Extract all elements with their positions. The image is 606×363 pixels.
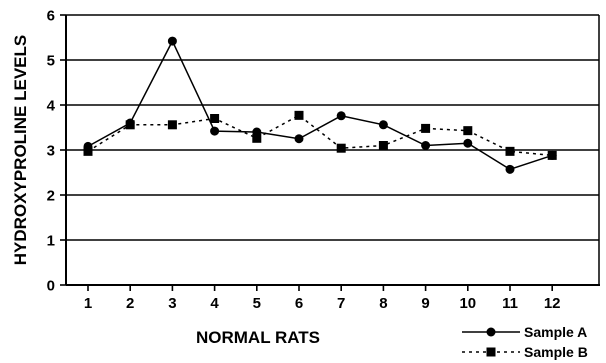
point-sample-b-11: [505, 146, 515, 156]
y-tick-label-6: 6: [47, 8, 55, 25]
x-tick-label-5: 5: [253, 295, 261, 312]
point-sample-a-4: [210, 126, 220, 136]
series-line-sample-a: [87, 39, 553, 171]
legend-marker-sample-a: [486, 327, 496, 337]
x-tick-label-7: 7: [337, 295, 345, 312]
point-sample-a-6: [294, 134, 304, 144]
x-tick-label-12: 12: [544, 295, 561, 312]
point-sample-a-7: [336, 111, 346, 121]
point-sample-a-3: [167, 36, 177, 46]
point-sample-b-7: [336, 143, 346, 153]
series-line-sample-b: [87, 114, 553, 157]
y-tick-label-2: 2: [47, 188, 55, 205]
point-sample-a-9: [421, 141, 431, 150]
point-sample-a-10: [463, 138, 473, 148]
x-axis-title: NORMAL RATS: [196, 328, 320, 347]
x-tick-label-9: 9: [421, 295, 429, 312]
point-sample-a-8: [378, 120, 388, 130]
legend-marker-sample-b: [486, 347, 496, 357]
x-tick-label-1: 1: [84, 295, 92, 312]
legend-item-sample-b: Sample B: [462, 344, 588, 360]
legend-label-sample-b: Sample B: [524, 344, 588, 360]
point-sample-b-3: [167, 120, 177, 130]
y-tick-label-4: 4: [47, 98, 56, 115]
y-tick-label-0: 0: [47, 278, 55, 295]
point-sample-b-10: [463, 126, 473, 136]
x-tick-label-6: 6: [295, 295, 303, 312]
point-sample-b-6: [294, 110, 304, 120]
point-sample-b-8: [378, 141, 388, 150]
y-tick-label-1: 1: [47, 233, 55, 250]
y-tick-label-5: 5: [47, 53, 55, 70]
x-tick-label-4: 4: [210, 295, 219, 312]
x-tick-label-8: 8: [379, 295, 387, 312]
point-sample-b-12: [547, 150, 557, 160]
y-tick-label-3: 3: [47, 143, 55, 160]
legend-item-sample-a: Sample A: [462, 324, 587, 340]
y-axis-title: HYDROXYPROLINE LEVELS: [11, 35, 30, 265]
y-tick-labels: 0 1 2 3 4 5 6: [47, 8, 66, 295]
legend-label-sample-a: Sample A: [524, 324, 587, 340]
point-sample-b-4: [210, 114, 220, 123]
series: [83, 36, 557, 174]
x-tick-label-10: 10: [459, 295, 476, 312]
point-sample-b-1: [83, 146, 93, 156]
point-sample-b-5: [252, 133, 262, 143]
point-sample-b-2: [125, 120, 135, 130]
series-sample-b: [83, 110, 557, 160]
grid-lines: [66, 14, 599, 241]
x-tick-label-11: 11: [502, 295, 518, 312]
legend: Sample A Sample B: [462, 324, 588, 360]
x-tick-label-3: 3: [168, 295, 176, 312]
point-sample-a-11: [505, 164, 515, 174]
point-sample-b-9: [421, 123, 431, 133]
x-tick-labels: 1 2 3 4 5 6 7 8 9 10 11 12: [84, 285, 561, 312]
x-tick-label-2: 2: [126, 295, 134, 312]
